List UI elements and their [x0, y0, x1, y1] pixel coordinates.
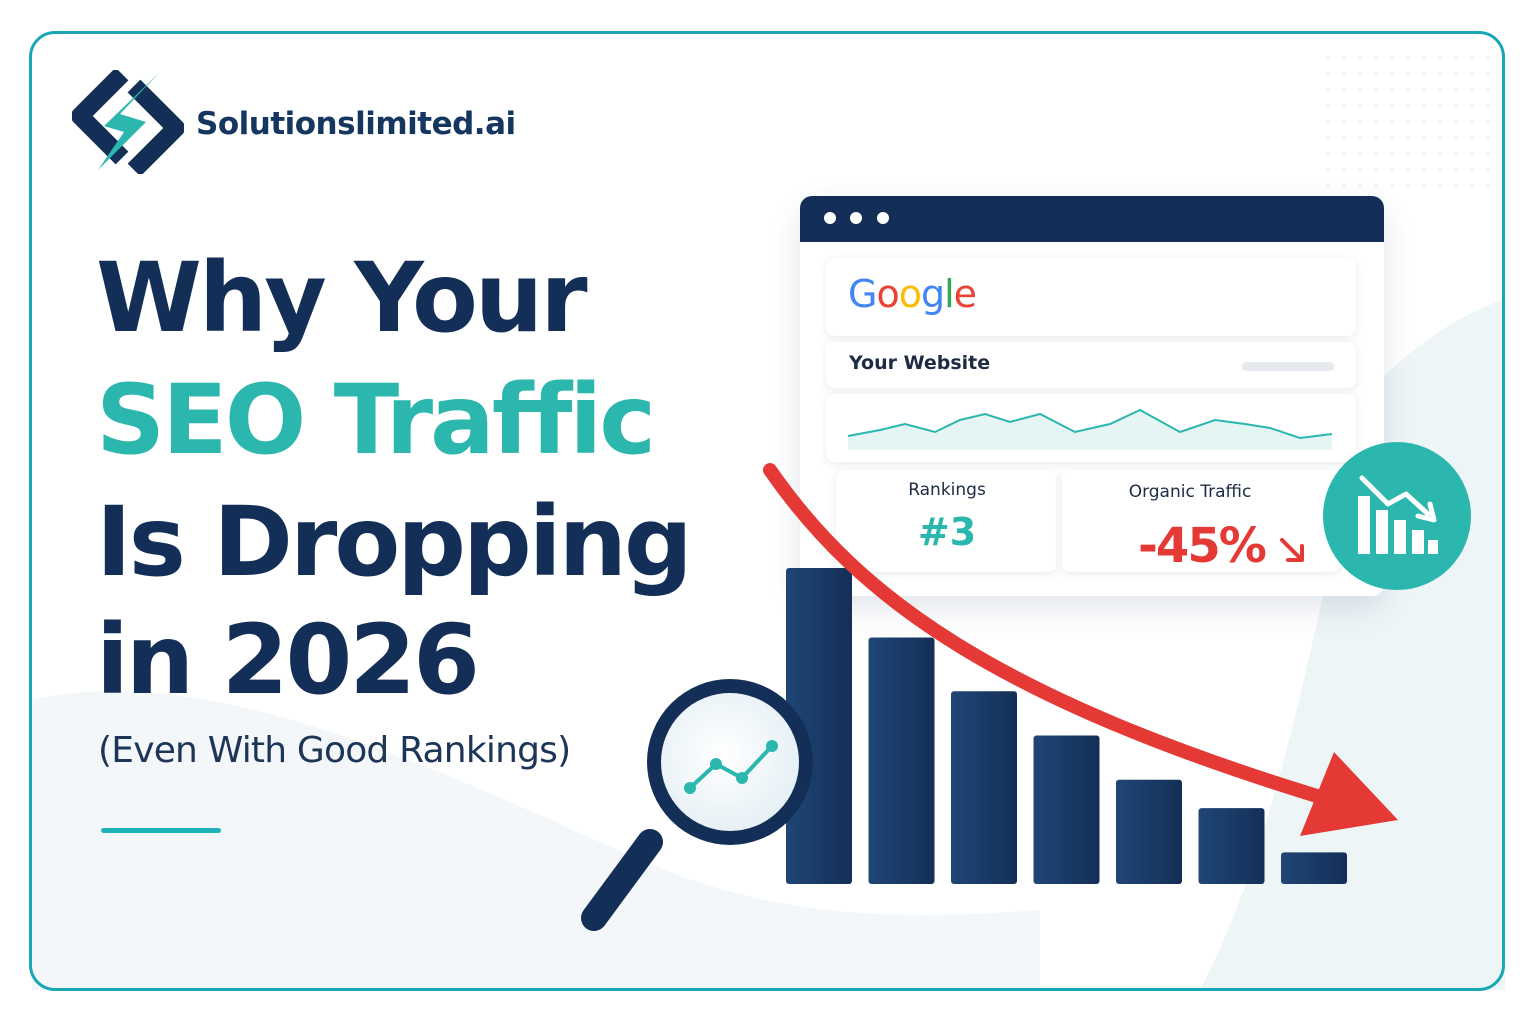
headline-line-2: SEO Traffic — [96, 364, 656, 476]
bar-group — [786, 568, 1347, 884]
headline-subtitle: (Even With Good Rankings) — [98, 730, 571, 771]
rankings-label: Rankings — [908, 480, 986, 500]
headline-line-1: Why Your — [96, 242, 588, 354]
google-letter: o — [876, 272, 899, 316]
window-dot-icon — [850, 212, 862, 224]
trend-arrow-line — [763, 463, 1337, 807]
decline-bar — [786, 568, 852, 884]
search-engine-card — [826, 258, 1356, 336]
small-down-arrow-icon — [1280, 538, 1304, 562]
google-letter: g — [920, 272, 945, 316]
decline-bar — [951, 691, 1017, 884]
site-label[interactable]: Your Website — [849, 352, 991, 374]
decline-bar — [1033, 735, 1100, 884]
google-logo: Google — [848, 272, 977, 316]
rankings-card — [836, 470, 1056, 572]
decline-bar — [868, 637, 935, 884]
organic-traffic-value: -45% — [1138, 518, 1267, 574]
google-letter: o — [898, 272, 922, 316]
content-frame — [29, 31, 1505, 991]
magnifier-icon — [581, 679, 813, 931]
google-letter: G — [848, 272, 877, 316]
window-dot-icon — [877, 212, 889, 224]
browser-title-bar — [800, 196, 1384, 242]
decline-bar — [1281, 852, 1347, 884]
brand-name[interactable]: Solutionslimited.ai — [196, 106, 516, 142]
brand-logo-icon — [72, 70, 184, 174]
rankings-value: #3 — [917, 510, 977, 554]
organic-traffic-label: Organic Traffic — [1128, 482, 1252, 502]
accent-underline — [101, 828, 221, 833]
headline-line-3: Is Dropping — [96, 486, 693, 598]
decline-bar — [1198, 808, 1265, 884]
url-placeholder-bar — [1242, 362, 1334, 371]
google-letter: l — [944, 272, 955, 316]
dot-grid-decor — [1320, 50, 1490, 200]
decline-bar — [1116, 779, 1182, 884]
window-dot-icon — [824, 212, 836, 224]
google-letter: e — [953, 272, 977, 316]
headline-line-4: in 2026 — [96, 604, 480, 716]
trend-arrow-head-icon — [1300, 752, 1398, 836]
declining-chart-badge — [1323, 442, 1471, 590]
organic-traffic-card — [1062, 470, 1340, 572]
declining-chart-icon — [1358, 496, 1438, 554]
